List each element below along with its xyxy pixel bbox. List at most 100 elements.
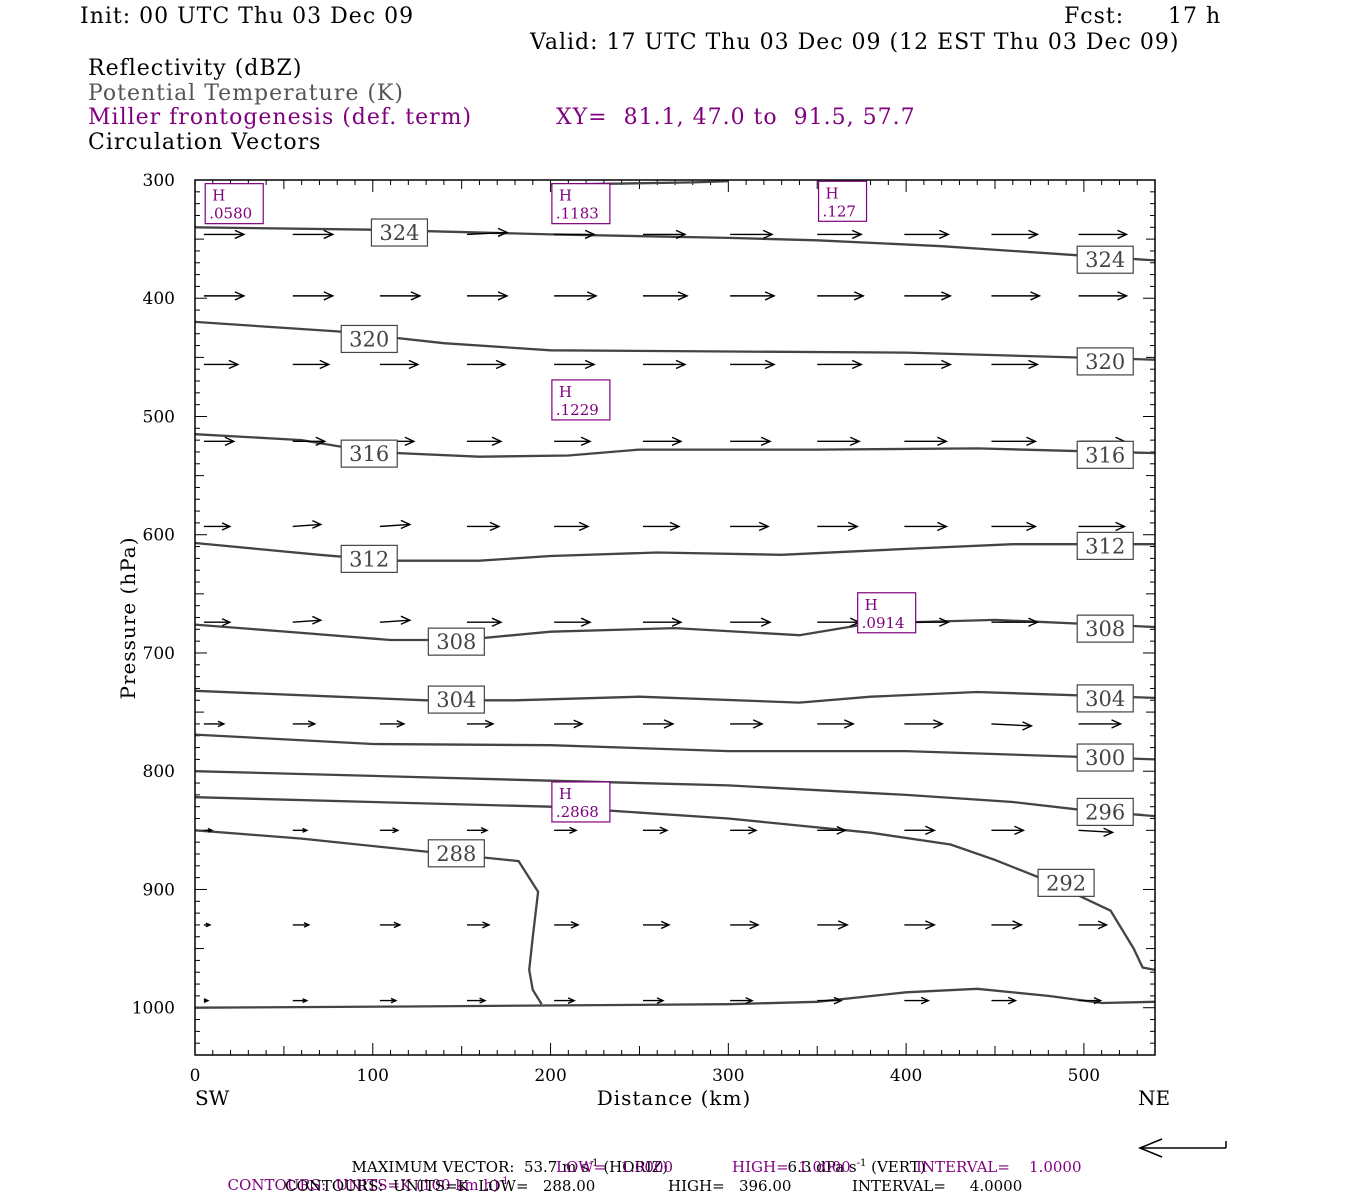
circulation-vector [203, 998, 210, 1004]
contour-label-308: 308 [1076, 614, 1134, 643]
circulation-vector [904, 996, 931, 1005]
frontogenesis-units: CONTOURS: UNITS=K (100 km h) [227, 1176, 499, 1194]
circulation-vector [643, 229, 687, 240]
contour-label-320: 320 [340, 324, 398, 354]
circulation-vector [203, 359, 240, 370]
circulation-vector [643, 997, 665, 1004]
circulation-vector [817, 229, 863, 240]
circulation-vector [203, 436, 236, 447]
x-tick-label: 300 [712, 1066, 744, 1086]
circulation-vector [203, 618, 232, 627]
contour-label-316: 316 [1076, 440, 1134, 469]
frontogenesis-contours-info: CONTOURS: UNITS=K (100 km h)-1 [218, 1158, 509, 1194]
circulation-vector [991, 920, 1024, 930]
svg-text:.1183: .1183 [556, 205, 599, 223]
circulation-vector [292, 229, 335, 240]
circulation-vector [1078, 827, 1115, 838]
circulation-vector [292, 720, 317, 728]
svg-text:316: 316 [1085, 443, 1125, 467]
circulation-vector [904, 229, 951, 240]
circulation-vector [991, 617, 1040, 627]
y-tick-label: 700 [143, 644, 175, 664]
contour-label-292: 292 [1037, 868, 1095, 897]
y-tick-label: 600 [143, 526, 175, 546]
y-tick-label: 800 [143, 762, 175, 782]
max-vector-horiz-suffix: (HORIZ) [598, 1158, 669, 1176]
theta-contour-288 [195, 829, 543, 1005]
circulation-vector [466, 227, 509, 238]
theta-contour-300 [195, 733, 1155, 761]
frontogenesis-max-.127: H.127 [817, 180, 868, 222]
theta-contours-high: HIGH= 396.00 [668, 1177, 792, 1195]
circulation-vector [730, 521, 770, 532]
circulation-vector [904, 359, 953, 370]
circulation-vector [379, 519, 412, 530]
circulation-vector [904, 719, 945, 729]
y-tick-label: 900 [143, 880, 175, 900]
circulation-vector [1078, 521, 1127, 532]
svg-text:320: 320 [1085, 350, 1125, 374]
field-miller-frontogenesis: Miller frontogenesis (def. term) [88, 105, 473, 130]
circulation-vector [379, 720, 406, 728]
circulation-vector [554, 521, 590, 532]
circulation-vector [379, 615, 412, 625]
frontogenesis-max-.0914: H.0914 [857, 592, 917, 634]
svg-text:304: 304 [436, 688, 476, 712]
circulation-vector [292, 998, 309, 1004]
circulation-vector [904, 521, 949, 532]
circulation-vector [554, 359, 596, 370]
svg-text:324: 324 [1085, 248, 1125, 272]
contour-label-304: 304 [427, 685, 485, 714]
y-tick-label: 1000 [132, 999, 175, 1019]
circulation-vector [203, 522, 232, 531]
x-right-end-label: NE [1138, 1086, 1170, 1110]
svg-text:.127: .127 [823, 202, 856, 220]
svg-text:312: 312 [349, 547, 389, 571]
svg-text:288: 288 [436, 842, 476, 866]
circulation-vector [203, 720, 226, 728]
svg-text:H: H [826, 184, 839, 202]
svg-text:320: 320 [349, 327, 389, 351]
circulation-vector [554, 291, 598, 301]
x-tick-label: 500 [1068, 1066, 1100, 1086]
circulation-vector [292, 436, 327, 447]
circulation-vector [467, 521, 501, 532]
x-tick-label: 200 [534, 1066, 566, 1086]
frontogenesis-max-.1229: H.1229 [551, 379, 611, 421]
circulation-vector [379, 921, 402, 929]
circulation-vector [643, 521, 681, 532]
circulation-vector [554, 921, 580, 929]
x-axis-label: Distance (km) [597, 1086, 752, 1110]
circulation-vector [379, 827, 400, 834]
forecast-label: Fcst: [1064, 4, 1125, 29]
contour-label-316: 316 [340, 439, 398, 468]
valid-time: Valid: 17 UTC Thu 03 Dec 09 (12 EST Thu … [530, 30, 1180, 55]
circulation-vector [554, 826, 578, 834]
circulation-vector [991, 521, 1038, 532]
contour-label-300: 300 [1076, 743, 1134, 772]
circulation-vector [643, 359, 687, 370]
circulation-vector [817, 521, 859, 532]
circulation-vector [292, 827, 309, 833]
circulation-vector [817, 359, 863, 370]
circulation-vector [379, 291, 422, 301]
circulation-vector [554, 436, 592, 447]
svg-text:296: 296 [1085, 800, 1125, 824]
circulation-vector [730, 436, 772, 447]
contour-label-288: 288 [427, 839, 485, 868]
circulation-vector [730, 920, 760, 930]
svg-text:316: 316 [349, 442, 389, 466]
circulation-vector [292, 291, 335, 301]
contour-label-296: 296 [1076, 797, 1134, 827]
frontogenesis-max-.2868: H.2868 [551, 781, 611, 823]
circulation-vector [467, 617, 503, 627]
circulation-vector [817, 291, 865, 301]
plot-frame [194, 179, 1156, 1056]
theta-contours-info: CONTOURS: UNITS=K LOW= 288.00 [285, 1177, 596, 1195]
theta-contour-312 [195, 541, 1155, 562]
x-tick-label: 400 [890, 1066, 922, 1086]
circulation-vector [554, 617, 592, 627]
svg-text:304: 304 [1085, 687, 1125, 711]
circulation-vector [730, 996, 754, 1005]
max-vector-label: MAXIMUM VECTOR: [351, 1158, 515, 1176]
